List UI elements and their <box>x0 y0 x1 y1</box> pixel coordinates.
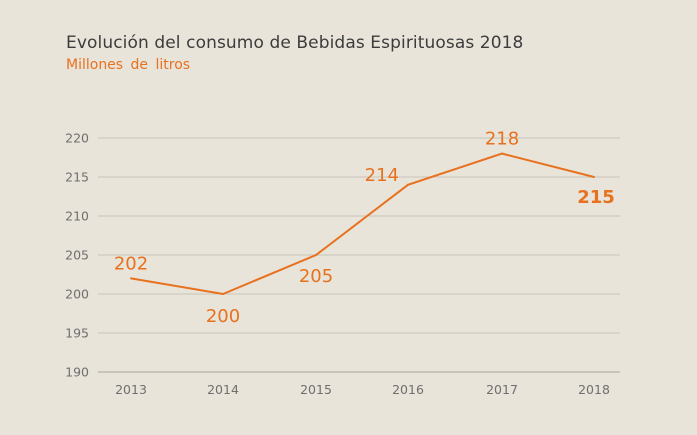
data-label: 205 <box>299 266 333 287</box>
y-tick-label: 195 <box>65 326 89 341</box>
data-point <box>130 277 132 280</box>
y-tick-label: 215 <box>65 170 89 185</box>
data-label: 202 <box>114 253 148 274</box>
series-line <box>130 152 595 296</box>
y-tick-label: 190 <box>65 365 89 380</box>
data-label: 214 <box>365 165 399 186</box>
y-tick-label: 200 <box>65 287 89 302</box>
x-tick-label: 2018 <box>578 382 610 397</box>
y-tick-label: 210 <box>65 209 89 224</box>
data-point <box>501 152 503 155</box>
x-tick-label: 2017 <box>486 382 518 397</box>
data-point <box>315 254 317 256</box>
y-tick-label: 220 <box>65 131 89 146</box>
data-label: 200 <box>206 306 240 327</box>
data-point <box>593 176 595 178</box>
y-tick-label: 205 <box>65 248 89 263</box>
data-point <box>407 183 409 186</box>
data-label: 215 <box>577 187 615 208</box>
chart-title: Evolución del consumo de Bebidas Espirit… <box>66 33 524 53</box>
data-label: 218 <box>485 129 519 150</box>
x-tick-label: 2016 <box>392 382 424 397</box>
x-tick-label: 2015 <box>300 382 332 397</box>
chart-subtitle: Millones de litros <box>66 57 191 73</box>
x-tick-label: 2014 <box>207 382 239 397</box>
data-point <box>222 293 224 295</box>
x-tick-label: 2013 <box>115 382 147 397</box>
